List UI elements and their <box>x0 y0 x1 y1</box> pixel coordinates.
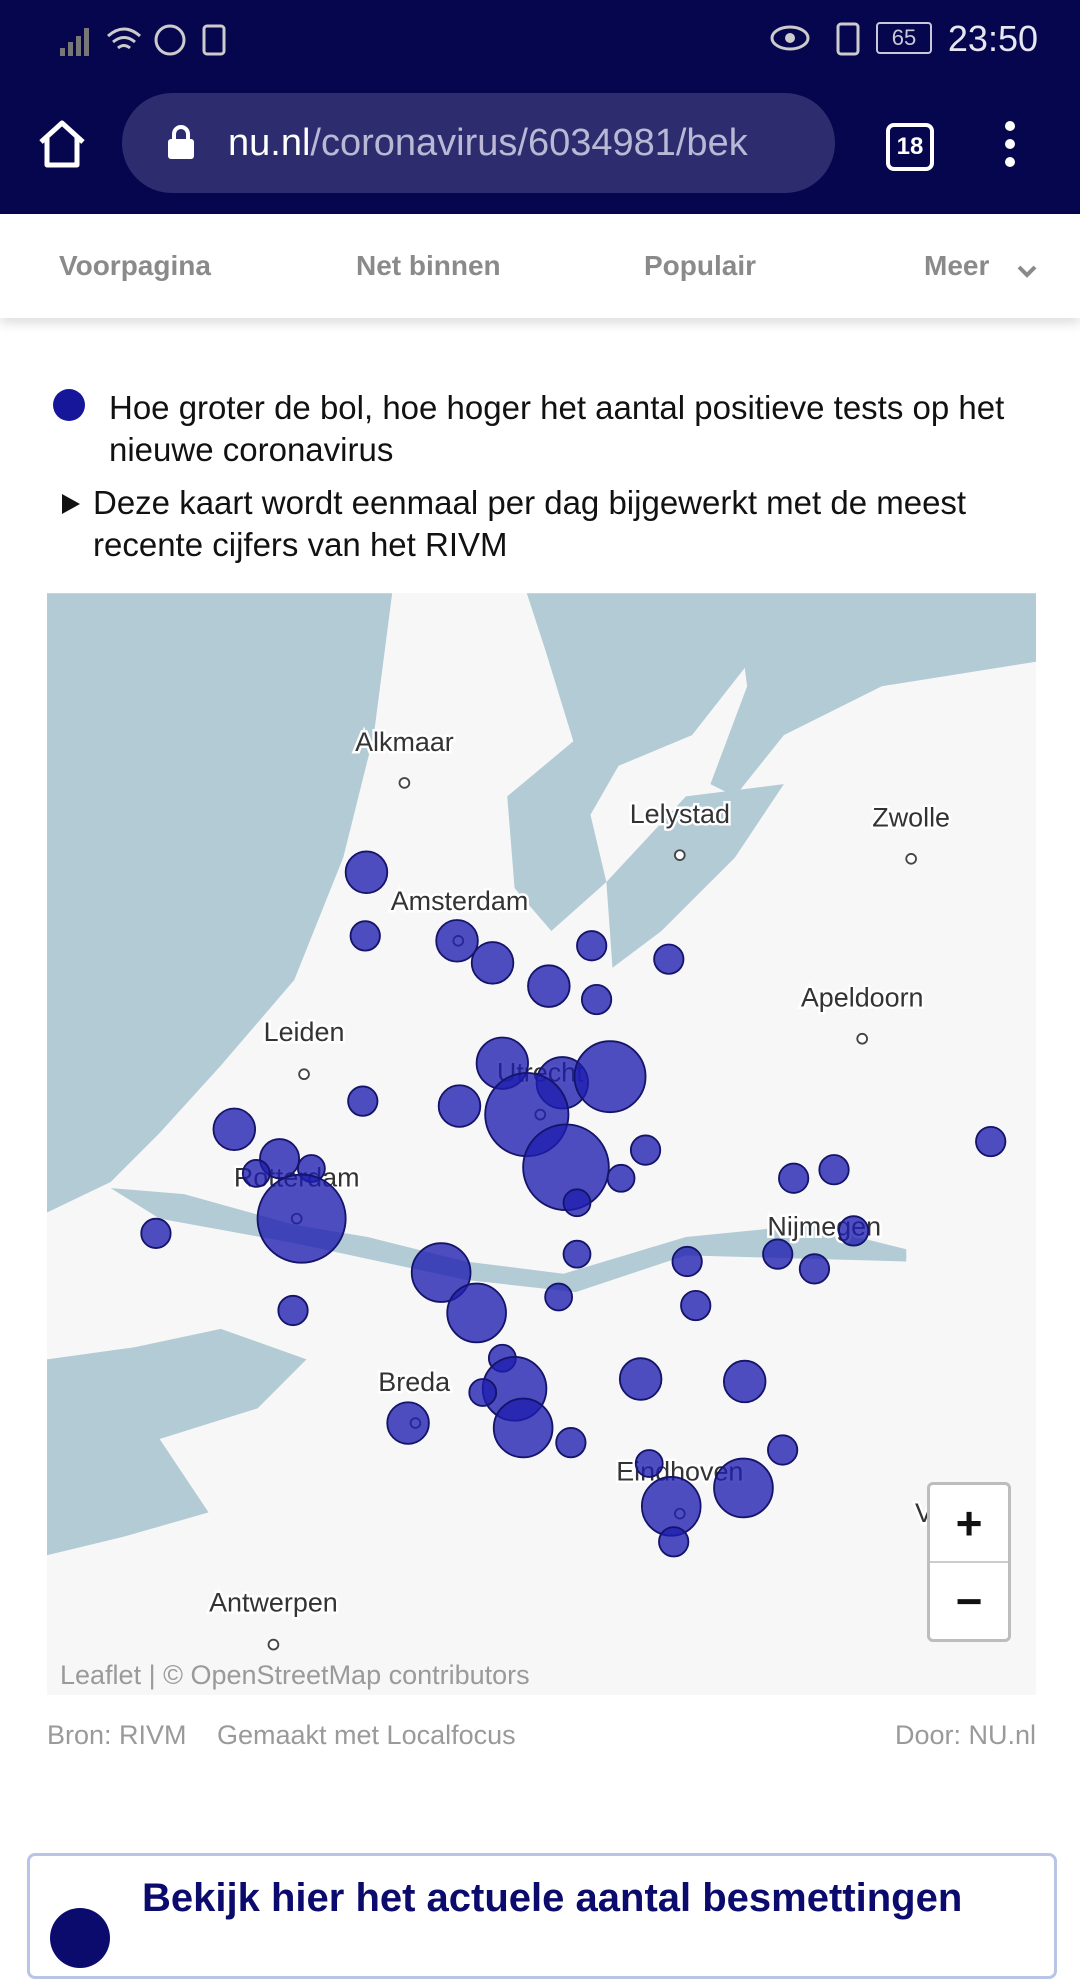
nav-item[interactable]: Net binnen <box>356 250 501 281</box>
url-bar[interactable]: nu.nl/coronavirus/6034981/bek <box>122 93 835 193</box>
bubble <box>544 1282 574 1312</box>
bubble <box>576 930 608 962</box>
bubble <box>573 1040 647 1114</box>
city-dot <box>905 852 917 865</box>
chevron <box>1017 265 1037 278</box>
bubble <box>713 1457 774 1519</box>
map-attribution[interactable]: Leaflet | © OpenStreetMap contributors <box>60 1660 530 1690</box>
bubble <box>653 943 685 975</box>
legend-bubble <box>53 389 85 421</box>
bubble <box>680 1289 712 1322</box>
bubble <box>241 1158 271 1188</box>
bubble <box>606 1163 636 1193</box>
bubble <box>446 1282 507 1344</box>
bubble <box>468 1378 498 1407</box>
city-dot <box>267 1638 280 1651</box>
nav-bar: Voorpagina Net binnen Populair Meer <box>0 214 1080 318</box>
bubble <box>778 1162 810 1194</box>
bubble <box>349 920 381 952</box>
bubble <box>975 1125 1007 1158</box>
banner-icon <box>50 1908 110 1968</box>
status-icons-right <box>770 22 860 56</box>
made-with[interactable]: Gemaakt met Localfocus <box>217 1720 516 1750</box>
city-label: Lelystad <box>630 799 730 829</box>
city-dot <box>398 777 411 789</box>
bubble <box>437 1084 482 1128</box>
nav-item[interactable]: Populair <box>644 250 757 281</box>
bubble <box>618 1357 663 1401</box>
city-dot <box>298 1068 310 1081</box>
home-button[interactable] <box>36 118 88 170</box>
city-dot <box>673 849 686 861</box>
bubble <box>818 1154 850 1186</box>
bubble <box>562 1188 592 1218</box>
city-label: Apeldoorn <box>801 983 924 1013</box>
zoom-control: + − <box>927 1482 1011 1642</box>
bubble <box>256 1173 347 1264</box>
bubble <box>527 964 571 1008</box>
legend-toggle[interactable]: Deze kaart wordt eenmaal per dag bijgewe… <box>93 484 967 563</box>
menu-button[interactable] <box>998 120 1022 168</box>
bubble <box>762 1238 794 1270</box>
bubble <box>492 1397 554 1459</box>
bubble <box>629 1134 662 1166</box>
bubble <box>212 1107 256 1152</box>
city-label: Zwolle <box>872 803 950 833</box>
source: Bron: RIVM <box>47 1720 187 1750</box>
url-path: /coronavirus/6034981/bek <box>310 122 748 164</box>
bubble <box>435 919 479 963</box>
bubble <box>634 1449 664 1478</box>
bubble <box>470 941 515 985</box>
zoom-out[interactable]: − <box>955 1575 983 1627</box>
bubble <box>671 1245 703 1278</box>
city-label: Alkmaar <box>355 727 454 757</box>
legend-text: Hoe groter de bol, hoe hoger het aantal … <box>109 389 1005 468</box>
tab-count[interactable]: 18 <box>886 123 934 171</box>
lock-icon <box>168 125 194 159</box>
status-icons <box>60 24 226 56</box>
bubble <box>658 1526 690 1558</box>
bubble <box>344 850 389 894</box>
city-label: Amsterdam <box>391 886 529 916</box>
bubble <box>555 1427 587 1459</box>
url-domain: nu.nl <box>228 122 311 164</box>
bubble <box>580 983 613 1016</box>
city-label: Leiden <box>264 1017 345 1047</box>
nav-item[interactable]: Voorpagina <box>59 250 211 281</box>
city-label: Breda <box>378 1367 450 1397</box>
browser-chrome: 65 23:50 nu.nl/coronavirus/6034981/bek 1… <box>0 0 1080 214</box>
city-label: Antwerpen <box>209 1587 338 1617</box>
battery: 65 <box>876 22 932 54</box>
bubble <box>386 1401 430 1445</box>
url-text: nu.nl/coronavirus/6034981/bek <box>228 93 748 193</box>
bubble <box>410 1242 472 1303</box>
bubble <box>722 1359 767 1404</box>
bubble <box>347 1085 379 1117</box>
bubble <box>140 1217 172 1249</box>
bubble <box>767 1434 799 1466</box>
bubble <box>277 1294 309 1327</box>
map[interactable]: Alkmaar Lelystad Zwolle Amsterdam Apeldoorn L… <box>47 593 1036 1695</box>
bubble <box>798 1253 831 1285</box>
banner-title: Bekijk hier het actuele aantal besmettin… <box>142 1876 963 1920</box>
nav-item[interactable]: Meer <box>924 250 990 281</box>
bubble <box>562 1239 592 1269</box>
banner[interactable]: Bekijk hier het actuele aantal besmettin… <box>27 1853 1057 1979</box>
city-dot <box>856 1032 869 1045</box>
author: Door: NU.nl <box>894 1720 1036 1750</box>
bubble-layer <box>140 850 1007 1558</box>
zoom-in[interactable]: + <box>930 1485 1008 1563</box>
toggle-triangle[interactable] <box>60 492 82 516</box>
water <box>47 593 1036 1556</box>
clock: 23:50 <box>947 18 1038 59</box>
bubble <box>838 1215 870 1247</box>
